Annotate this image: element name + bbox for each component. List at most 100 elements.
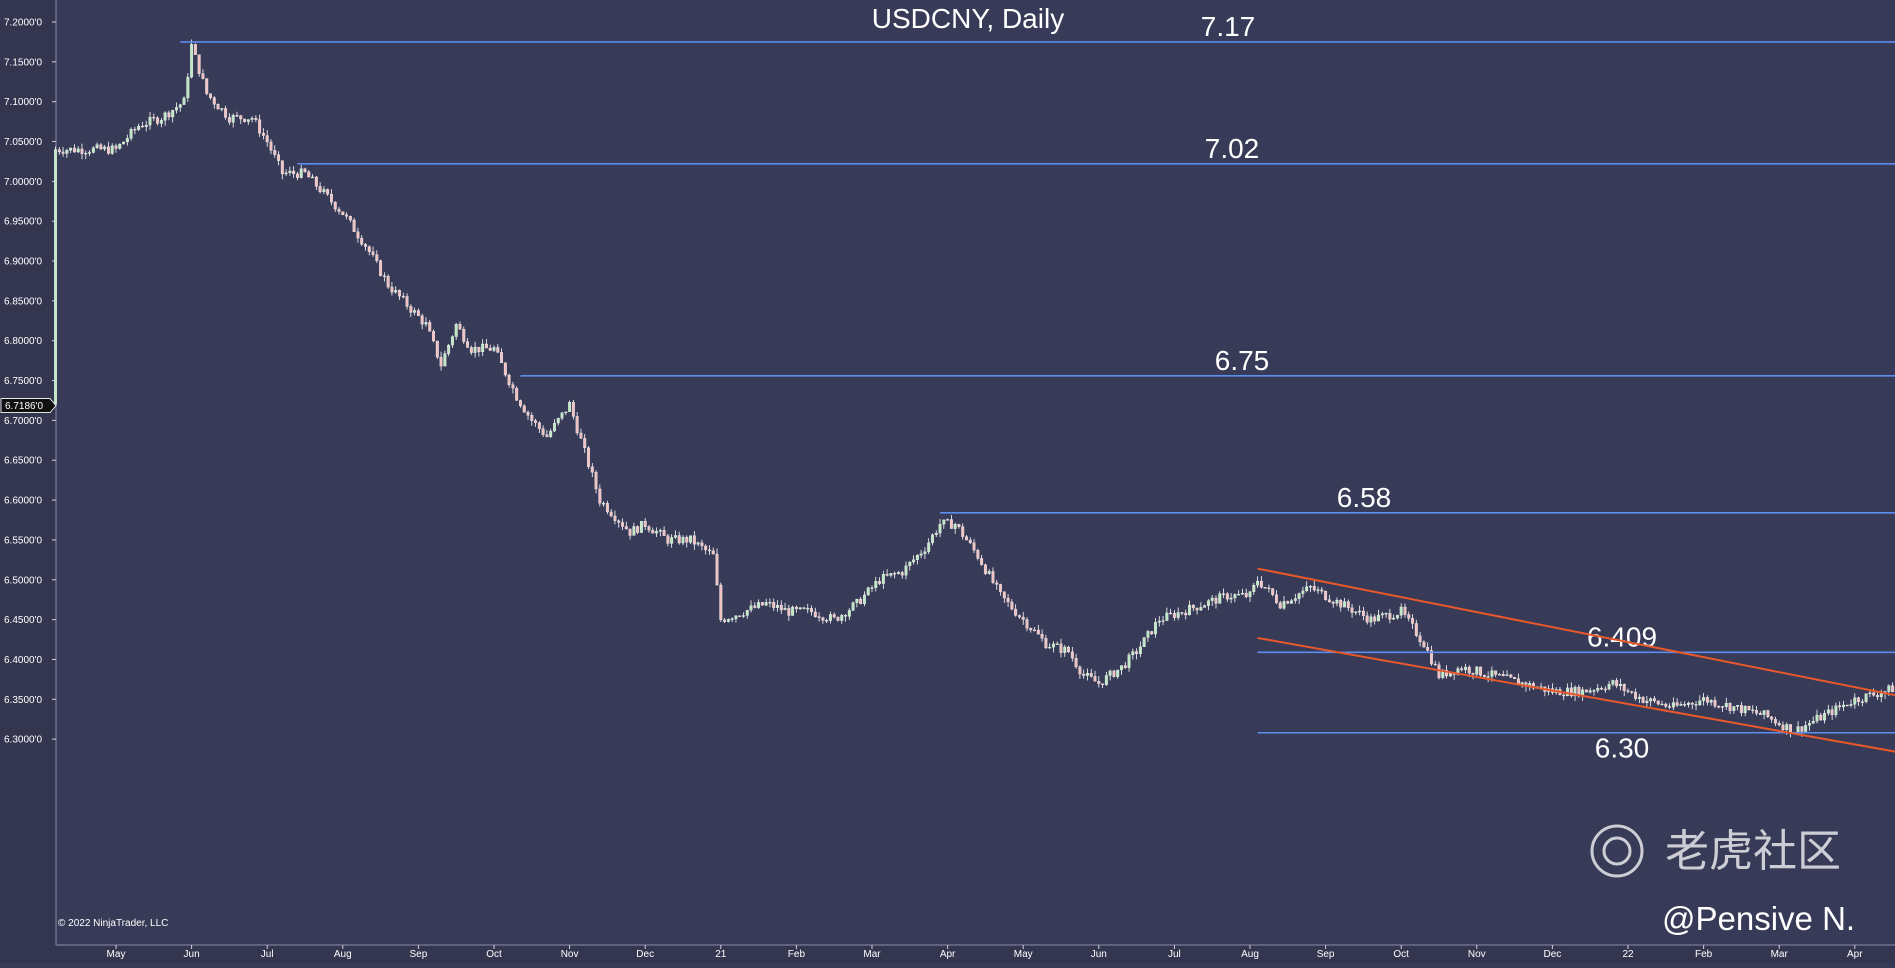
tiger-logo-icon (1590, 824, 1644, 878)
candle-body (783, 608, 787, 611)
candle-body (1713, 700, 1717, 707)
candle-body (923, 551, 927, 555)
candle-body (1240, 592, 1244, 595)
candle-body (1460, 668, 1464, 670)
candle-body (670, 537, 674, 544)
candle-body (1649, 698, 1653, 702)
candle-body (1815, 714, 1819, 722)
candle-body (1327, 599, 1331, 603)
y-tick-label: 7.2000'0 (4, 18, 42, 29)
candle-body (1150, 631, 1154, 635)
candle-body (730, 618, 734, 620)
author-handle: @Pensive N. (1662, 900, 1855, 937)
candle-body (1203, 605, 1207, 608)
candle-body (1074, 658, 1078, 668)
candle-body (447, 344, 451, 354)
candle-body (1467, 666, 1471, 674)
candle-body (995, 582, 999, 585)
candle-body (507, 374, 511, 385)
candle-body (1747, 706, 1751, 711)
candle-body (1070, 651, 1074, 659)
candle-body (65, 150, 69, 154)
candle-body (1702, 697, 1706, 701)
x-tick-label: Aug (1241, 949, 1259, 960)
candle-body (1766, 710, 1770, 718)
candle-body (1014, 608, 1018, 616)
candle-body (776, 605, 779, 608)
candle-body (1324, 591, 1328, 600)
candle-body (1475, 666, 1479, 675)
candle-body (265, 135, 269, 143)
candle-body (817, 616, 821, 618)
candle-body (515, 388, 519, 401)
candle-body (885, 574, 889, 576)
candle-body (556, 418, 560, 424)
candle-body (526, 412, 530, 416)
candle-body (1513, 677, 1517, 679)
candle-body (1116, 669, 1120, 677)
candle-body (371, 251, 375, 255)
candle-body (1807, 723, 1811, 726)
candle-body (534, 420, 538, 423)
candle-body (1532, 683, 1535, 689)
x-tick-label: Nov (1468, 949, 1486, 960)
candle-body (1414, 623, 1418, 636)
candle-body (647, 526, 651, 531)
candle-body (503, 362, 507, 376)
candle-body (1017, 615, 1021, 618)
candle-body (57, 149, 61, 153)
y-tick-label: 7.0500'0 (4, 137, 42, 148)
candle-body (541, 428, 545, 435)
candle-body (1668, 706, 1672, 708)
candle-body (953, 524, 957, 529)
candle-body (473, 346, 477, 353)
candle-body (560, 412, 564, 419)
candle-body (91, 147, 95, 153)
candle-body (568, 402, 572, 412)
candle-body (583, 438, 587, 448)
candle-body (832, 614, 836, 618)
candle-body (326, 189, 330, 195)
candle-body (847, 610, 851, 617)
candle-body (1176, 612, 1180, 618)
candle-body (613, 515, 617, 521)
x-tick-label: Dec (1544, 949, 1562, 960)
candle-body (1743, 706, 1747, 714)
candle-body (416, 310, 420, 316)
candle-body (1165, 612, 1169, 621)
candle-body (844, 615, 847, 617)
candle-body (908, 561, 912, 566)
candle-body (889, 573, 893, 576)
candle-body (144, 124, 148, 127)
x-tick-label: Apr (1847, 949, 1863, 960)
candle-body (1256, 580, 1260, 586)
candle-body (881, 574, 885, 584)
candle-body (295, 173, 299, 178)
candle-body (1773, 719, 1777, 724)
candle-body (1331, 601, 1335, 604)
candle-body (1157, 620, 1161, 623)
candle-body (1479, 666, 1483, 676)
candle-body (1736, 705, 1740, 707)
candle-body (1755, 710, 1758, 714)
candle-body (1290, 600, 1294, 604)
candle-body (250, 118, 254, 120)
candle-body (292, 170, 296, 175)
candle-body (666, 535, 670, 544)
candle-body (545, 434, 549, 437)
candle-body (1104, 675, 1108, 685)
candle-body (1664, 703, 1668, 707)
candle-body (1868, 692, 1872, 694)
candle-body (220, 108, 224, 110)
candle-body (1573, 687, 1577, 697)
candle-body (897, 572, 900, 574)
candle-body (458, 323, 462, 330)
candle-body (760, 602, 764, 606)
candle-body (987, 571, 991, 574)
candle-body (1637, 696, 1641, 699)
candle-body (273, 150, 277, 155)
candle-body (364, 244, 367, 247)
candle-body (1717, 706, 1721, 708)
candle-body (636, 526, 640, 533)
